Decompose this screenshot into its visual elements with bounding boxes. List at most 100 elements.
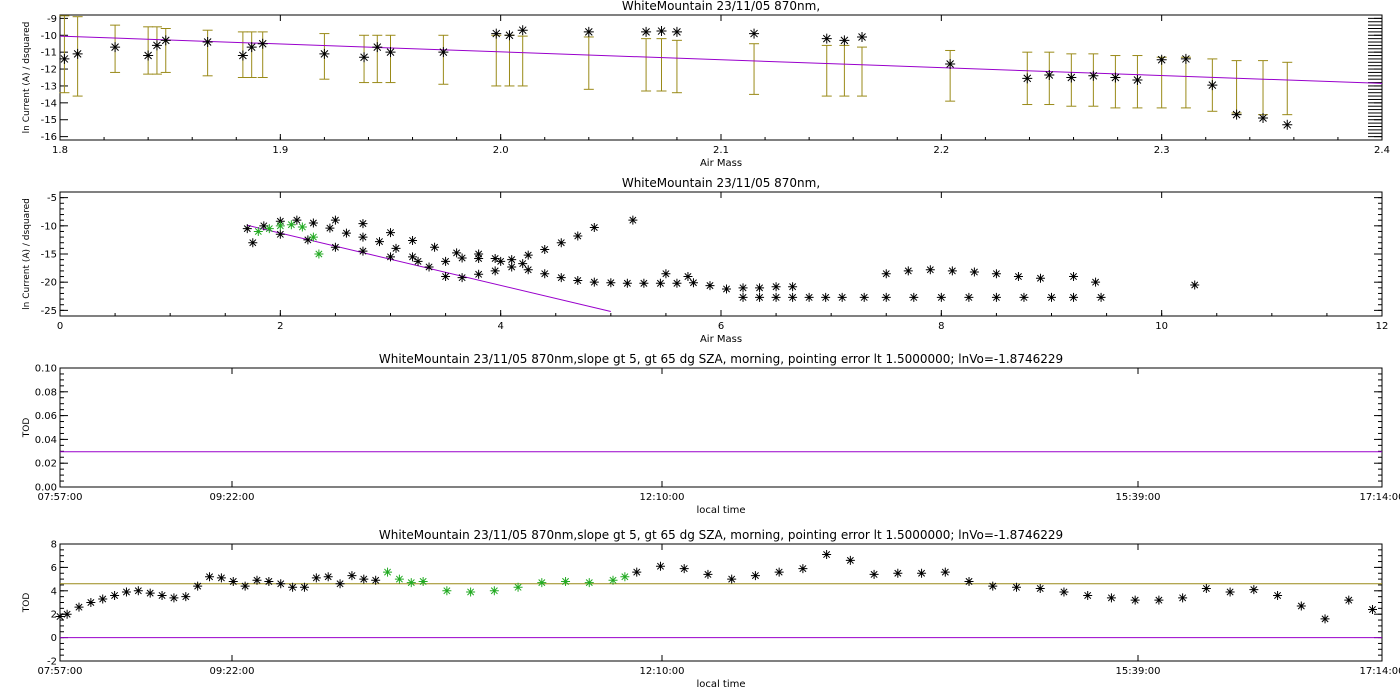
data-point <box>561 576 571 586</box>
y-tick-label: 0.00 <box>35 483 57 494</box>
data-point <box>639 278 649 288</box>
y-tick-label: -11 <box>41 48 57 59</box>
data-point <box>216 573 226 583</box>
data-point <box>822 550 832 560</box>
data-point <box>430 242 440 252</box>
data-point <box>632 567 642 577</box>
data-point <box>1088 70 1099 81</box>
data-point <box>311 573 321 583</box>
data-point <box>583 26 594 37</box>
data-point <box>507 255 517 265</box>
data-point <box>372 42 383 53</box>
data-point <box>303 235 313 245</box>
data-point <box>246 42 257 53</box>
data-point <box>335 579 345 589</box>
data-point <box>193 581 203 591</box>
data-point <box>540 269 550 279</box>
data-point <box>1059 587 1069 597</box>
x-tick-label: 15:39:00 <box>1116 666 1161 677</box>
data-point <box>903 266 913 276</box>
data-point <box>319 48 330 59</box>
data-point <box>1069 292 1079 302</box>
data-point <box>424 262 434 272</box>
data-point <box>288 582 298 592</box>
data-point <box>925 265 935 275</box>
data-point <box>341 228 351 238</box>
y-axis-label: ln Current (A) / dsquared <box>22 198 32 310</box>
x-tick-label: 2.3 <box>1154 145 1170 156</box>
data-point <box>518 259 528 269</box>
data-point <box>703 569 713 579</box>
data-point <box>1282 119 1293 130</box>
data-point <box>394 574 404 584</box>
data-point <box>286 220 296 230</box>
panel-4-tod-series: WhiteMountain 23/11/05 870nm,slope gt 5,… <box>22 528 1400 690</box>
y-tick-label: 2 <box>51 610 57 621</box>
data-point <box>641 26 652 37</box>
data-point <box>969 267 979 277</box>
data-point <box>608 575 618 585</box>
data-point <box>727 574 737 584</box>
data-point <box>507 262 517 272</box>
data-point <box>964 576 974 586</box>
data-point <box>798 564 808 574</box>
data-point <box>55 612 65 622</box>
y-tick-label: 8 <box>51 540 57 551</box>
data-point <box>457 273 467 283</box>
data-point <box>259 221 269 231</box>
x-tick-label: 09:22:00 <box>210 666 255 677</box>
data-point <box>59 53 70 64</box>
data-point <box>308 232 318 242</box>
data-point <box>804 292 814 302</box>
data-point <box>466 587 476 597</box>
data-point <box>1035 273 1045 283</box>
data-point <box>839 35 850 46</box>
data-point <box>62 609 72 619</box>
data-point <box>738 283 748 293</box>
x-tick-label: 1.8 <box>52 145 68 156</box>
data-point <box>358 232 368 242</box>
data-point <box>771 292 781 302</box>
data-point <box>133 586 143 596</box>
data-point <box>253 226 263 236</box>
data-point <box>893 568 903 578</box>
data-point <box>1083 590 1093 600</box>
data-point <box>1154 595 1164 605</box>
data-point <box>1019 292 1029 302</box>
data-point <box>750 571 760 581</box>
data-point <box>359 52 370 63</box>
data-point <box>517 25 528 36</box>
data-point <box>909 292 919 302</box>
x-tick-label: 2.1 <box>713 145 729 156</box>
data-point <box>821 33 832 44</box>
data-point <box>523 250 533 260</box>
data-point <box>474 269 484 279</box>
data-point <box>374 237 384 247</box>
data-point <box>705 281 715 291</box>
data-point <box>513 582 523 592</box>
data-point <box>1069 272 1079 282</box>
y-tick-label: 4 <box>51 586 57 597</box>
x-axis-label: Air Mass <box>700 334 742 345</box>
x-tick-label: 1.9 <box>272 145 288 156</box>
y-tick-label: 0 <box>51 633 57 644</box>
data-point <box>936 292 946 302</box>
data-point <box>110 42 121 53</box>
x-tick-label: 12:10:00 <box>640 492 685 503</box>
y-tick-label: -20 <box>41 278 57 289</box>
data-point <box>490 254 500 264</box>
data-point <box>86 598 96 607</box>
y-tick-label: 0.08 <box>35 387 57 398</box>
data-point <box>325 223 335 233</box>
y-tick-label: -25 <box>41 306 57 317</box>
data-point <box>1096 292 1106 302</box>
data-point <box>1178 593 1188 603</box>
data-point <box>157 590 167 600</box>
data-point <box>683 272 693 282</box>
data-point <box>679 564 689 574</box>
data-point <box>504 30 515 41</box>
data-point <box>292 215 302 225</box>
y-tick-label: 0.04 <box>35 435 57 446</box>
data-point <box>442 586 452 596</box>
x-tick-label: 07:57:00 <box>38 666 83 677</box>
